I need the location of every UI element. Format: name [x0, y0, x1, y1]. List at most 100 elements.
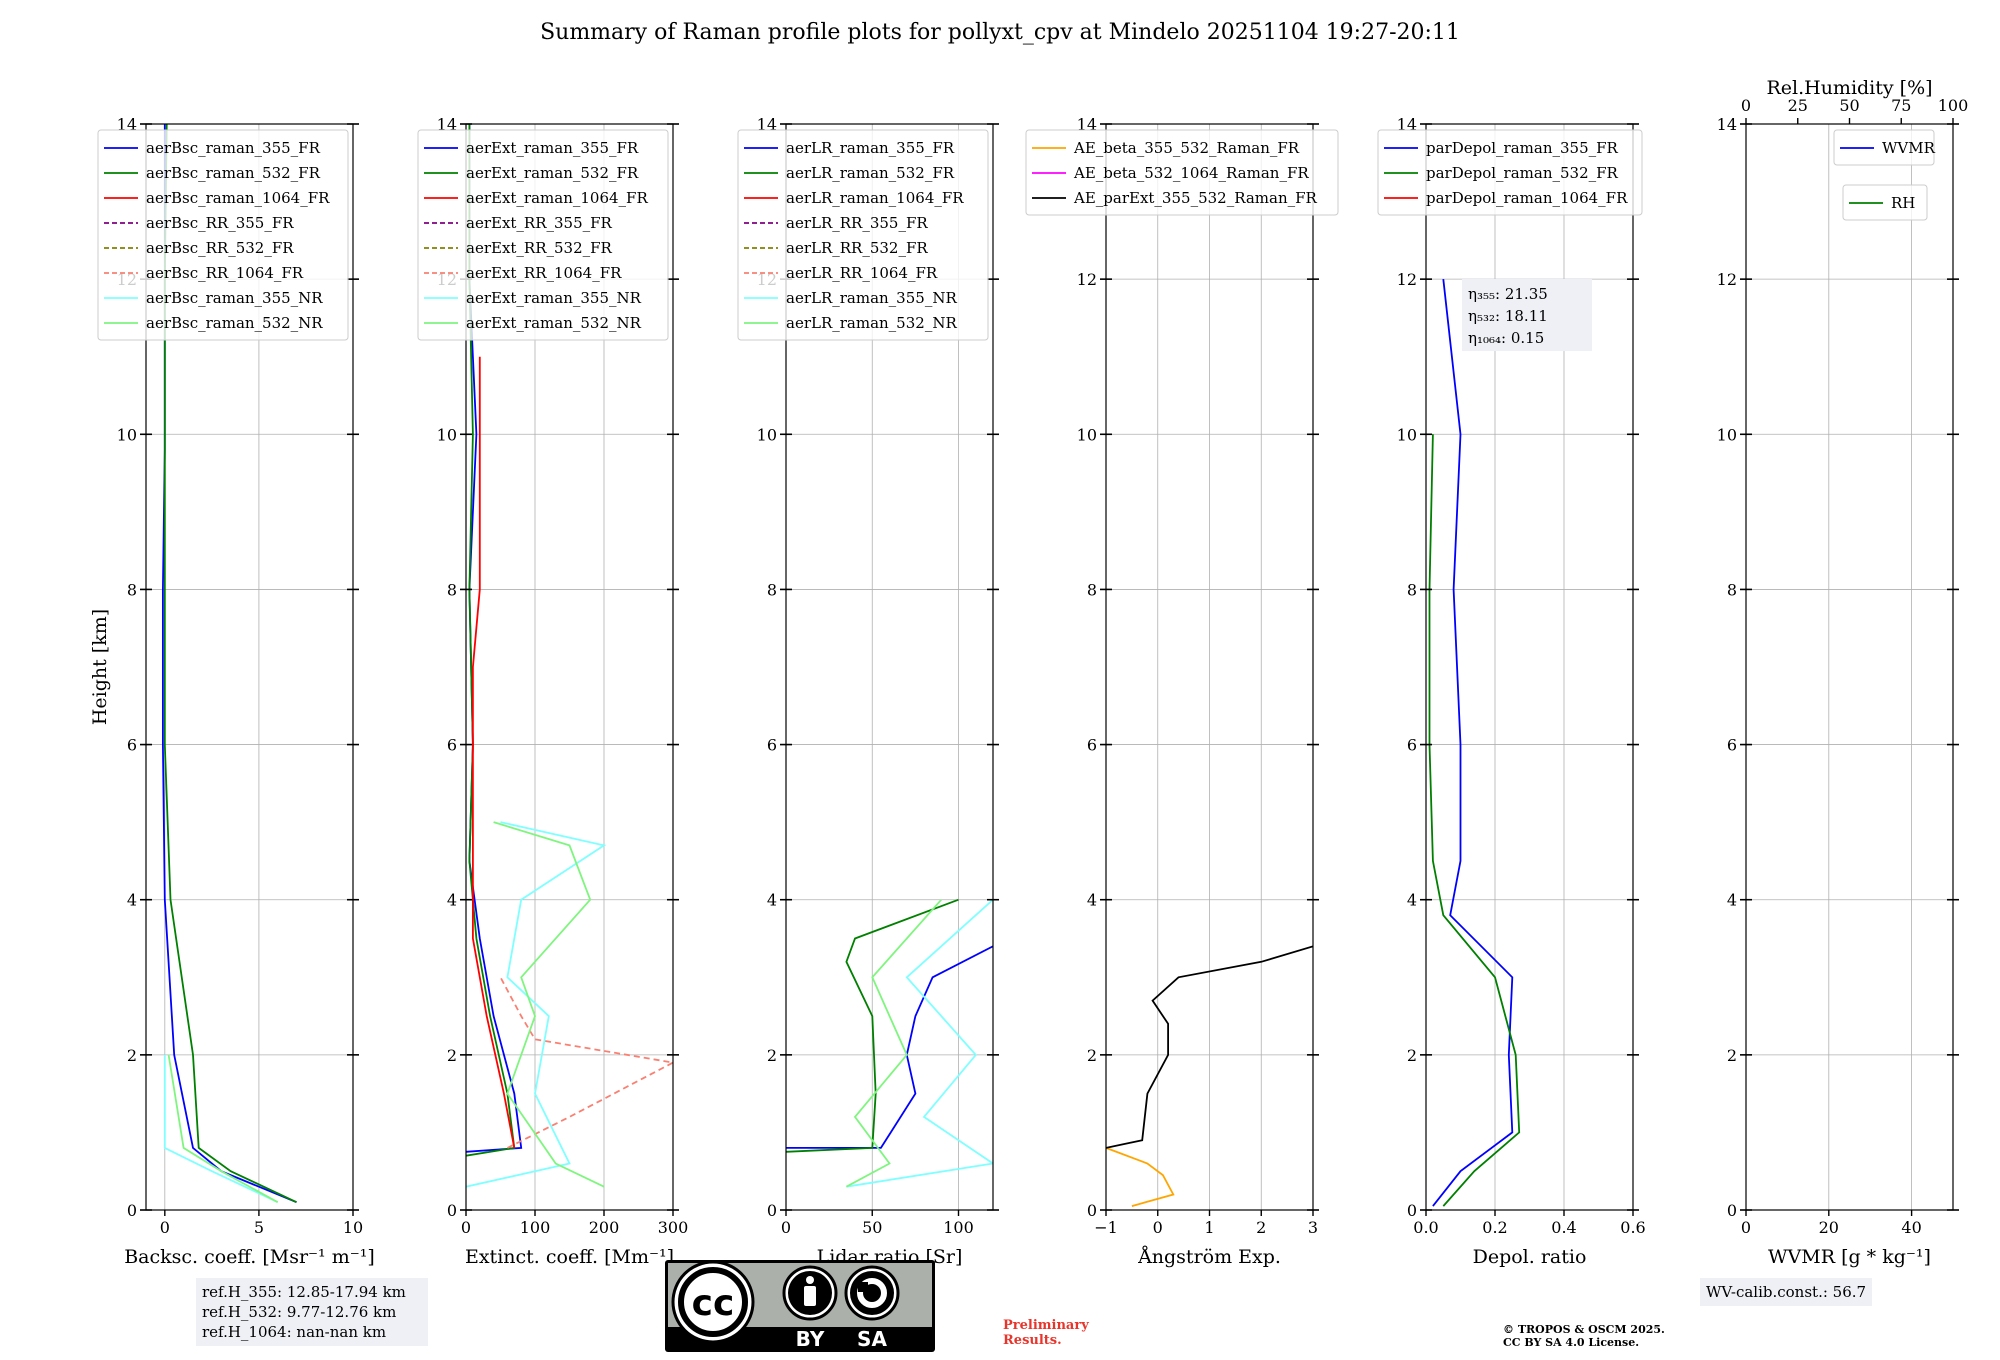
x-tick-label: 0.2 [1482, 1218, 1507, 1237]
x-tick-label: 5 [254, 1218, 264, 1237]
wv-calibration-box: WV-calib.const.: 56.7 [1700, 1278, 1873, 1306]
y-tick-label: 12 [1077, 270, 1097, 289]
series-aerExt_raman_532_NR [493, 821, 605, 1188]
legend-item-aerLR_raman_1064_FR: aerLR_raman_1064_FR [786, 189, 964, 207]
axes-frame [465, 123, 674, 1211]
copyright-line-1: © TROPOS & OSCM 2025. [1503, 1323, 1665, 1336]
copyright-note: © TROPOS & OSCM 2025. CC BY SA 4.0 Licen… [1503, 1323, 1665, 1349]
legend-item-aerExt_raman_355_FR: aerExt_raman_355_FR [466, 139, 639, 157]
x-tick-label: 40 [1901, 1218, 1921, 1237]
panel-backscatter: 024681012140510Backsc. coeff. [Msr⁻¹ m⁻¹… [97, 115, 375, 1268]
y-axis-label: Height [km] [89, 609, 111, 725]
x-tick-label: 10 [343, 1218, 363, 1237]
legend-item-aerExt_raman_532_FR: aerExt_raman_532_FR [466, 164, 639, 182]
x-tick-label: 100 [943, 1218, 974, 1237]
y-tick-label: 2 [1407, 1046, 1417, 1065]
x-tick-label: 200 [589, 1218, 620, 1237]
panel-lidar_ratio: 02468101214050100Lidar ratio [Sr]aerLR_r… [737, 115, 999, 1268]
legend-box [417, 129, 669, 341]
y-tick-label: 6 [767, 736, 777, 755]
y-tick-label: 0 [447, 1201, 457, 1220]
copyright-line-2: CC BY SA 4.0 License. [1503, 1336, 1640, 1349]
legend-item-aerExt_raman_1064_FR: aerExt_raman_1064_FR [466, 189, 648, 207]
legend-item-aerBsc_RR_355_FR: aerBsc_RR_355_FR [146, 214, 294, 232]
x-tick-label: 50 [862, 1218, 882, 1237]
legend-item-aerBsc_RR_532_FR: aerBsc_RR_532_FR [146, 239, 294, 257]
wv-calibration-text: WV-calib.const.: 56.7 [1706, 1283, 1867, 1301]
legend-item-aerLR_raman_355_NR: aerLR_raman_355_NR [786, 289, 957, 307]
y-tick-label: 14 [437, 115, 457, 134]
series-aerBsc_raman_355_NR [163, 1054, 279, 1204]
x-tick-label: 0 [160, 1218, 170, 1237]
legend-box [1025, 129, 1339, 216]
x-tick-label: 0.6 [1620, 1218, 1645, 1237]
y-tick-label: 4 [1727, 891, 1737, 910]
y-tick-label: 0 [1727, 1201, 1737, 1220]
series-parDepol_raman_532_FR [1428, 434, 1521, 1207]
x-tick-label: 1 [1204, 1218, 1214, 1237]
series-aerBsc_raman_532_NR [167, 1054, 279, 1203]
series-aerExt_raman_1064_FR [471, 356, 516, 1149]
legend-item-aerLR_raman_532_NR: aerLR_raman_532_NR [786, 314, 957, 332]
y-tick-label: 6 [1407, 736, 1417, 755]
legend-item-aerExt_raman_532_NR: aerExt_raman_532_NR [466, 314, 642, 332]
x-axis-label: Depol. ratio [1473, 1246, 1587, 1268]
legend-box [97, 129, 349, 341]
y-tick-label: 10 [117, 425, 137, 444]
legend-rh: RH [1842, 184, 1928, 221]
x-tick-label: 300 [658, 1218, 689, 1237]
eta-value: η₁₀₆₄: 0.15 [1468, 329, 1544, 347]
x-tick-label: 0 [461, 1218, 471, 1237]
legend-item-AE_beta_532_1064_Raman_FR: AE_beta_532_1064_Raman_FR [1073, 164, 1309, 182]
legend-item-parDepol_raman_532_FR: parDepol_raman_532_FR [1426, 164, 1619, 182]
figure-title: Summary of Raman profile plots for polly… [540, 20, 1460, 45]
top-x-tick-label: 75 [1891, 96, 1911, 115]
legend-item-RH: RH [1891, 194, 1915, 212]
x-tick-label: 0 [1153, 1218, 1163, 1237]
cc-by-sa-logo: cc BY SA [665, 1260, 935, 1352]
x-tick-label: 0 [781, 1218, 791, 1237]
legend-box [737, 129, 989, 341]
legend-item-aerBsc_raman_532_NR: aerBsc_raman_532_NR [146, 314, 323, 332]
legend-item-aerBsc_raman_355_FR: aerBsc_raman_355_FR [146, 139, 321, 157]
legend-item-aerLR_RR_1064_FR: aerLR_RR_1064_FR [786, 264, 938, 282]
legend-angstrom: AE_beta_355_532_Raman_FR AE_beta_532_1064… [1025, 129, 1339, 216]
axes-frame [785, 123, 994, 1211]
series-aerLR_raman_355_FR [786, 945, 993, 1149]
legend-box [1833, 129, 1935, 166]
x-tick-label: −1 [1094, 1218, 1118, 1237]
series-parDepol_raman_355_FR [1432, 279, 1514, 1207]
legend-item-aerExt_RR_1064_FR: aerExt_RR_1064_FR [466, 264, 622, 282]
y-tick-label: 0 [127, 1201, 137, 1220]
series-AE_parExt_355_532_Raman_FR [1106, 945, 1313, 1149]
series-aerExt_RR_1064_FR [499, 976, 673, 1149]
reference-height-box: ref.H_355: 12.85-17.94 km ref.H_532: 9.7… [196, 1278, 428, 1346]
y-tick-label: 8 [767, 580, 777, 599]
legend-backscatter: aerBsc_raman_355_FR aerBsc_raman_532_FRae… [97, 129, 349, 341]
y-tick-label: 12 [1717, 270, 1737, 289]
legend-item-aerExt_RR_355_FR: aerExt_RR_355_FR [466, 214, 613, 232]
x-axis-label: Backsc. coeff. [Msr⁻¹ m⁻¹] [124, 1246, 375, 1268]
y-tick-label: 14 [1397, 115, 1417, 134]
series-aerLR_raman_532_FR [786, 898, 959, 1153]
y-tick-label: 2 [1087, 1046, 1097, 1065]
legend-item-aerExt_RR_532_FR: aerExt_RR_532_FR [466, 239, 613, 257]
y-tick-label: 0 [1087, 1201, 1097, 1220]
y-tick-label: 10 [1397, 425, 1417, 444]
top-x-tick-label: 0 [1741, 96, 1751, 115]
series-aerLR_raman_355_NR [846, 899, 993, 1188]
eta-value: η₃₅₅: 21.35 [1468, 285, 1548, 303]
y-tick-label: 8 [127, 580, 137, 599]
ref-height-355: ref.H_355: 12.85-17.94 km [202, 1283, 406, 1301]
x-tick-label: 0.0 [1413, 1218, 1438, 1237]
x-axis-label: Ångström Exp. [1137, 1246, 1281, 1268]
preliminary-line-2: Results. [1003, 1333, 1062, 1348]
y-tick-label: 14 [1077, 115, 1097, 134]
legend-item-WVMR: WVMR [1882, 139, 1936, 157]
legend-item-aerBsc_RR_1064_FR: aerBsc_RR_1064_FR [146, 264, 304, 282]
ref-height-1064: ref.H_1064: nan-nan km [202, 1323, 387, 1341]
legend-item-aerLR_raman_355_FR: aerLR_raman_355_FR [786, 139, 955, 157]
legend-item-aerLR_raman_532_FR: aerLR_raman_532_FR [786, 164, 955, 182]
eta-annotation: η₃₅₅: 21.35 η₅₃₂: 18.11 η₁₀₆₄: 0.15 [1462, 279, 1592, 351]
